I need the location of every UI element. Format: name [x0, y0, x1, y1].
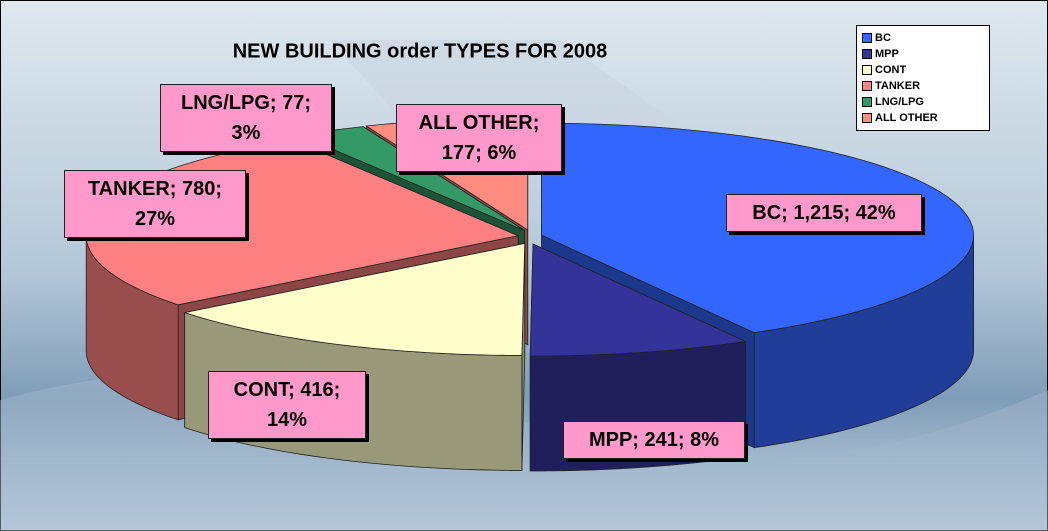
- legend-label: ALL OTHER: [875, 112, 938, 124]
- legend-swatch: [862, 65, 872, 75]
- legend-label: CONT: [875, 64, 907, 76]
- legend-swatch: [862, 81, 872, 91]
- data-label: BC; 1,215; 42%: [726, 194, 922, 232]
- legend-swatch: [862, 97, 872, 107]
- chart-title: NEW BUILDING order TYPES FOR 2008: [233, 40, 608, 62]
- legend: BC MPP CONT TANKER LNG/LPG ALL OTHER: [856, 25, 990, 131]
- data-label: MPP; 241; 8%: [563, 421, 745, 459]
- data-label: CONT; 416; 14%: [208, 371, 366, 439]
- slice: [183, 242, 526, 356]
- legend-swatch: [862, 33, 872, 43]
- data-label: LNG/LPG; 77; 3%: [160, 84, 332, 152]
- legend-label: LNG/LPG: [875, 96, 924, 108]
- data-label: TANKER; 780; 27%: [64, 170, 246, 238]
- legend-item: LNG/LPG: [862, 94, 984, 110]
- legend-label: BC: [875, 32, 891, 44]
- legend-swatch: [862, 113, 872, 123]
- data-label: ALL OTHER; 177; 6%: [396, 104, 562, 172]
- legend-item: BC: [862, 30, 984, 46]
- slice: [529, 243, 748, 357]
- legend-label: TANKER: [875, 80, 921, 92]
- legend-item: CONT: [862, 62, 984, 78]
- pie: [85, 117, 975, 472]
- legend-item: ALL OTHER: [862, 110, 984, 126]
- legend-label: MPP: [875, 48, 899, 60]
- legend-item: MPP: [862, 46, 984, 62]
- legend-item: TANKER: [862, 78, 984, 94]
- legend-swatch: [862, 49, 872, 59]
